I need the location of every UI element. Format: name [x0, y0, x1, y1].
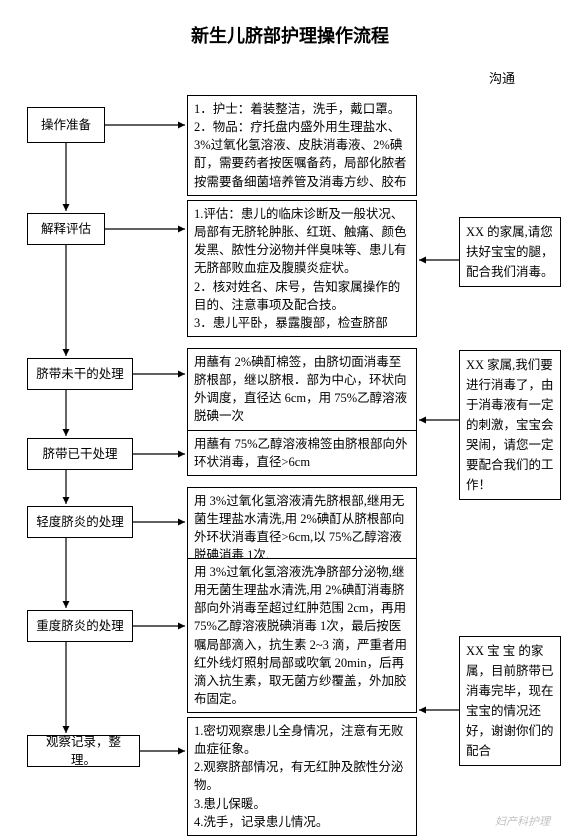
desc-6: 用 3%过氧化氢溶液洗净脐部分泌物,继用无菌生理盐水清洗,用 2%碘酊消毒脐部向…: [187, 558, 417, 713]
desc-7: 1.密切观察患儿全身情况，注意有无败血症征象。2.观察脐部情况，有无红肿及脓性分…: [187, 717, 417, 836]
page-title: 新生儿脐部护理操作流程: [0, 22, 580, 48]
desc-2: 1.评估：患儿的临床诊断及一般状况、局部有无脐轮肿胀、红斑、触痛、颜色发黑、脓性…: [187, 200, 417, 337]
step-5: 轻度脐炎的处理: [27, 506, 133, 538]
note-2: XX 家属,我们要进行消毒了，由于消毒液有一定的刺激，宝宝会哭闹，请您一定要配合…: [459, 350, 561, 500]
note-1: XX 的家属,请您扶好宝宝的腿，配合我们消毒。: [459, 217, 561, 287]
step-2: 解释评估: [27, 213, 105, 245]
desc-1: 1．护士：着装整洁，洗手，戴口罩。2．物品：疗托盘内盛外用生理盐水、3%过氧化氢…: [187, 95, 417, 196]
step-7: 观察记录，整理。: [27, 735, 140, 767]
step-1: 操作准备: [27, 107, 105, 143]
desc-3: 用蘸有 2%碘酊棉签，由脐切面消毒至脐根部，继以脐根．部为中心，环状向外调度，直…: [187, 348, 417, 431]
step-4: 脐带已干处理: [27, 438, 133, 470]
subtitle: 沟通: [489, 68, 515, 87]
note-3: XX 宝 宝 的家属，目前脐带已消毒完毕，现在宝宝的情况还好，谢谢你们的配合: [459, 636, 561, 766]
step-3: 脐带未干的处理: [27, 358, 133, 390]
desc-4: 用蘸有 75%乙醇溶液棉签由脐根部向外环状消毒，直径>6cm: [187, 430, 417, 476]
step-6: 重度脐炎的处理: [27, 610, 133, 642]
watermark: 妇产科护理: [495, 813, 550, 829]
